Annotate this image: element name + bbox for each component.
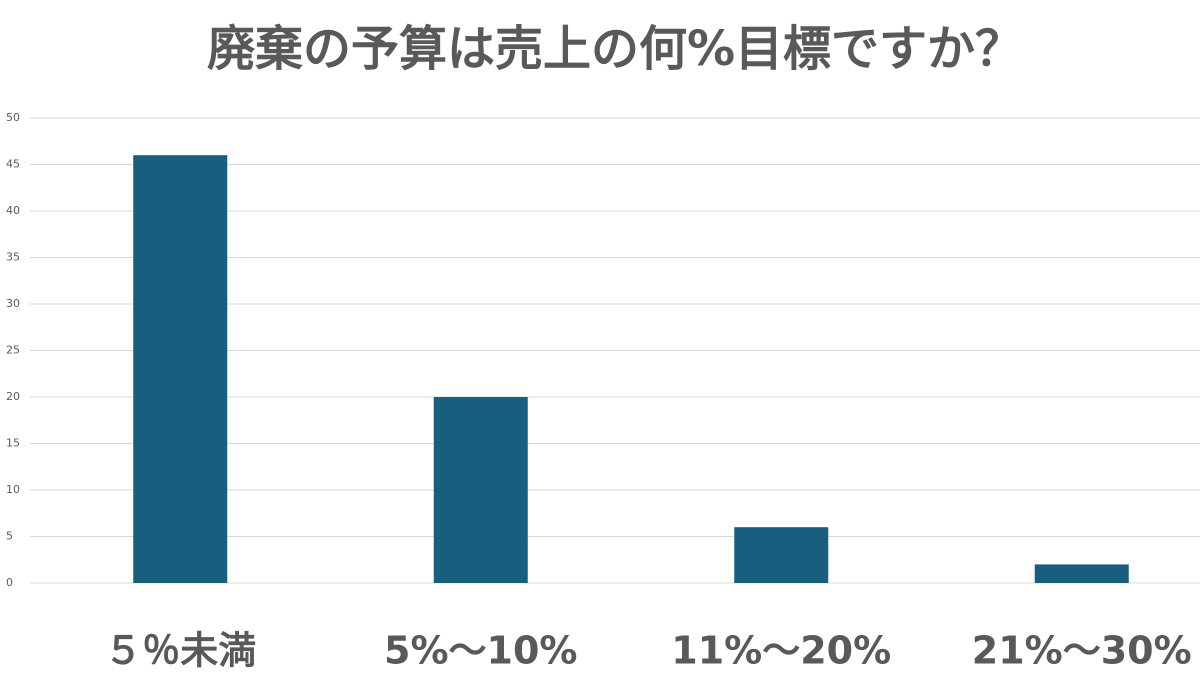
- y-tick-label: 10: [6, 483, 20, 496]
- bar: [133, 155, 228, 583]
- y-tick-label: 40: [6, 204, 20, 217]
- y-tick-label: 20: [6, 390, 20, 403]
- y-tick-label: 50: [6, 111, 20, 124]
- y-tick-label: 25: [6, 344, 20, 357]
- y-tick-label: 30: [6, 297, 20, 310]
- bar: [1034, 564, 1129, 583]
- x-tick-label: 21%～30%: [972, 629, 1192, 673]
- bar: [433, 397, 528, 583]
- bar: [734, 527, 829, 583]
- x-tick-label: 11%～20%: [671, 629, 891, 673]
- y-tick-label: 5: [6, 530, 13, 543]
- y-tick-label: 0: [6, 576, 13, 589]
- y-tick-label: 45: [6, 158, 20, 171]
- x-tick-label: ５％未満: [104, 629, 256, 673]
- y-tick-label: 35: [6, 251, 20, 264]
- x-tick-label: 5%～10%: [384, 629, 577, 673]
- y-tick-label: 15: [6, 437, 20, 450]
- chart-title: 廃棄の予算は売上の何%目標ですか？: [207, 21, 1023, 77]
